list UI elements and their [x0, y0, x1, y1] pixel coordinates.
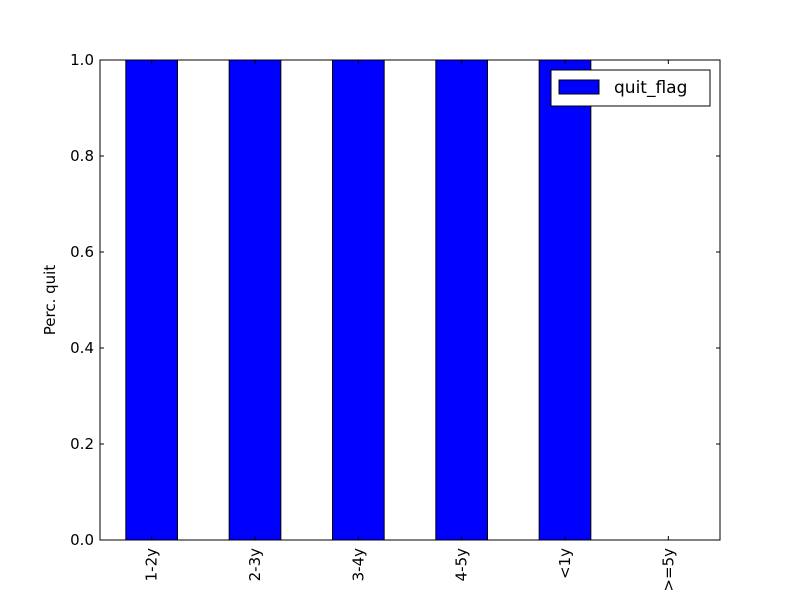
legend: quit_flag — [550, 69, 711, 107]
y-tick-label-5: 1.0 — [70, 51, 94, 69]
x-tick-label-0: 1-2y — [143, 548, 161, 581]
y-tick-label-0: 0.0 — [70, 531, 94, 549]
y-axis-label: Perc. quit — [41, 265, 59, 336]
y-tick-label-4: 0.8 — [70, 147, 94, 165]
y-tick-label-3: 0.6 — [70, 243, 94, 261]
bar-0 — [125, 59, 179, 541]
bar-1 — [228, 59, 282, 541]
y-tick-label-2: 0.4 — [70, 339, 94, 357]
y-axis: 0.0 0.2 0.4 0.6 0.8 1.0 — [70, 51, 720, 549]
x-tick-label-5: >=5y — [659, 548, 677, 592]
x-tick-label-4: <1y — [556, 548, 574, 579]
x-tick-label-2: 3-4y — [349, 548, 367, 581]
bar-3 — [435, 59, 489, 541]
legend-label: quit_flag — [614, 78, 687, 98]
x-tick-label-1: 2-3y — [246, 548, 264, 581]
y-tick-label-1: 0.2 — [70, 435, 94, 453]
bar-2 — [332, 59, 385, 541]
bar-4 — [538, 59, 592, 541]
x-tick-label-3: 4-5y — [453, 548, 471, 581]
bars-layer — [125, 59, 592, 541]
x-axis: 1-2y 2-3y 3-4y 4-5y <1y >=5y — [143, 60, 677, 592]
plot-frame — [99, 59, 721, 541]
legend-swatch — [558, 79, 600, 95]
